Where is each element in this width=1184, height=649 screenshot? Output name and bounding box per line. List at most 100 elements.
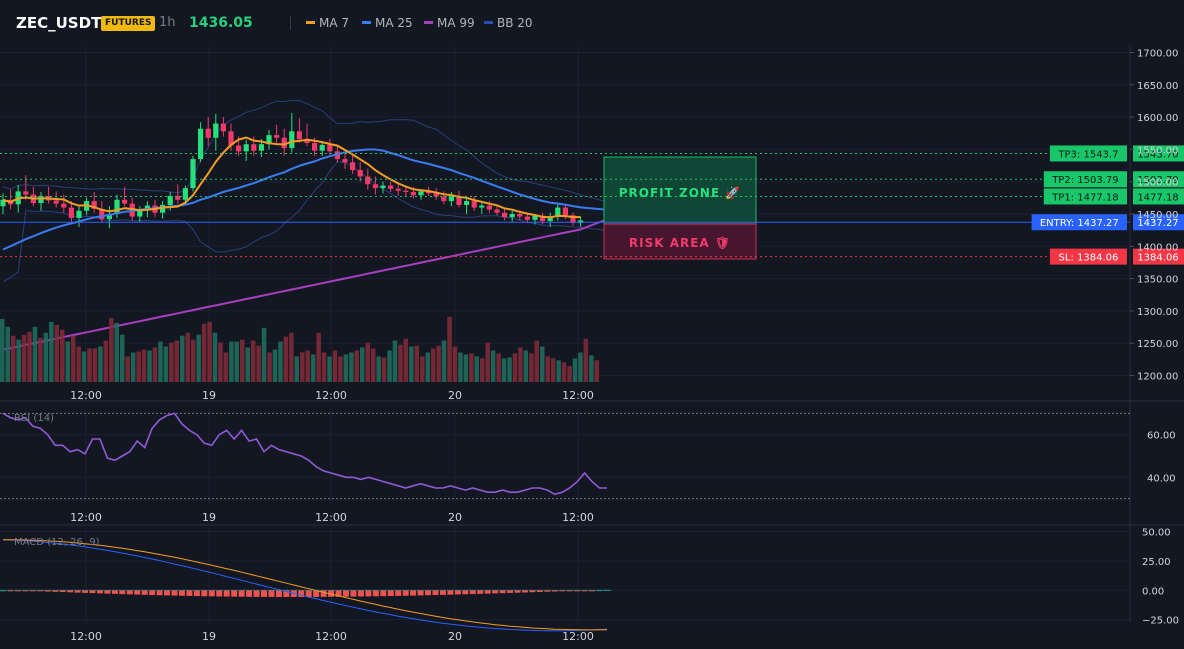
macd-histogram-bar [529, 590, 536, 593]
volume-bar [136, 351, 141, 382]
volume-bar [305, 350, 310, 382]
candle [228, 131, 234, 146]
candle [380, 185, 386, 189]
volume-bar [414, 345, 419, 382]
volume-bar [250, 340, 256, 382]
volume-bar [398, 344, 403, 382]
level-tag [1049, 248, 1127, 265]
x-tick-label: 12:00 [70, 389, 102, 402]
x-tick-label: 12:00 [315, 389, 347, 402]
macd-histogram-bar [447, 590, 454, 595]
volume-bar [501, 358, 507, 382]
candle [426, 191, 432, 194]
candle [304, 139, 310, 143]
price-chart[interactable]: PROFIT ZONE 🚀 RISK AREA 🛡 TP3: 1543.7 154… [0, 46, 1184, 649]
macd-histogram-bar [454, 590, 461, 595]
macd-histogram-bar [402, 590, 409, 596]
macd-histogram-bar [298, 590, 305, 597]
candle [395, 188, 401, 191]
candle [486, 205, 492, 210]
legend-ma7[interactable]: MA 7 [306, 0, 349, 46]
macd-histogram-bar [82, 590, 89, 593]
candle [213, 123, 219, 138]
symbol-label[interactable]: ZEC_USDT [16, 14, 102, 32]
candle [388, 185, 394, 189]
candle [289, 131, 295, 149]
y-tick-label: 40.00 [1147, 473, 1176, 484]
x-tick-label: 20 [448, 630, 462, 643]
candle [0, 199, 6, 207]
x-tick-label: 19 [202, 630, 216, 643]
macd-histogram-bar [134, 590, 141, 595]
candle [494, 209, 500, 213]
candle [471, 201, 477, 208]
header-divider [290, 16, 291, 30]
legend-bb20[interactable]: BB 20 [484, 0, 533, 46]
macd-histogram-bar [52, 590, 59, 592]
volume-bar [180, 335, 185, 382]
macd-histogram-bar [171, 590, 178, 596]
volume-bar [98, 346, 103, 382]
macd-histogram-bar [283, 590, 290, 597]
macd-histogram-bar [186, 590, 193, 596]
legend-ma99[interactable]: MA 99 [424, 0, 475, 46]
axis-price-tag [1133, 171, 1184, 188]
volume-bar [354, 350, 359, 382]
axis-price-label: 1437.27 [1137, 218, 1178, 229]
x-tick-label: 19 [202, 389, 216, 402]
volume-bar [458, 352, 463, 382]
volume-bar [60, 329, 65, 382]
timeframe-label[interactable]: 1h [159, 15, 176, 30]
candle [365, 176, 371, 185]
legend-label: BB 20 [497, 16, 533, 30]
volume-bar [294, 356, 299, 382]
candle [198, 128, 204, 160]
volume-bar [92, 348, 98, 382]
macd-histogram-bar [432, 590, 439, 596]
macd-histogram-bar [469, 590, 476, 595]
macd-histogram-bar [380, 590, 387, 597]
candle [448, 195, 454, 202]
candle [76, 210, 82, 218]
volume-bar [436, 345, 441, 382]
volume-bar [441, 340, 447, 382]
volume-bar [572, 358, 578, 382]
volume-bar [381, 357, 387, 382]
volume-bar [594, 360, 599, 382]
candle [312, 142, 318, 151]
macd-histogram-bar [357, 590, 364, 597]
volume-bar [65, 341, 70, 382]
legend-ma25[interactable]: MA 25 [362, 0, 413, 46]
level-tag [1043, 188, 1127, 205]
macd-histogram-bar [328, 590, 335, 597]
volume-bar [338, 356, 343, 382]
macd-histogram-bar [507, 590, 514, 593]
y-tick-label: 50.00 [1142, 528, 1171, 539]
candle [99, 208, 105, 220]
legend-swatch [484, 21, 493, 24]
macd-signal-line [3, 539, 608, 631]
axis-price-label: 1543.70 [1137, 149, 1178, 160]
volume-bar [130, 352, 136, 382]
legend-label: MA 25 [375, 16, 413, 30]
volume-bar [474, 356, 479, 382]
volume-bar [545, 356, 550, 382]
volume-bar [425, 352, 430, 382]
volume-bar [76, 346, 81, 382]
macd-histogram-bar [514, 590, 521, 593]
candle [220, 123, 226, 132]
volume-bar [321, 352, 327, 382]
y-tick-label: 1200.00 [1137, 372, 1178, 383]
legend-label: MA 99 [437, 16, 475, 30]
volume-bar [463, 354, 469, 382]
y-tick-label: 1500.00 [1137, 178, 1178, 189]
level-tag-label: TP3: 1543.7 [1057, 149, 1118, 160]
ma7-line [2, 136, 581, 219]
volume-bar [196, 334, 201, 382]
macd-histogram-bar [417, 590, 424, 596]
volume-bar [534, 340, 539, 382]
volume-bar [27, 331, 32, 382]
volume-bar [430, 348, 436, 382]
volume-bar [310, 354, 316, 382]
y-tick-label: 0.00 [1142, 586, 1164, 597]
